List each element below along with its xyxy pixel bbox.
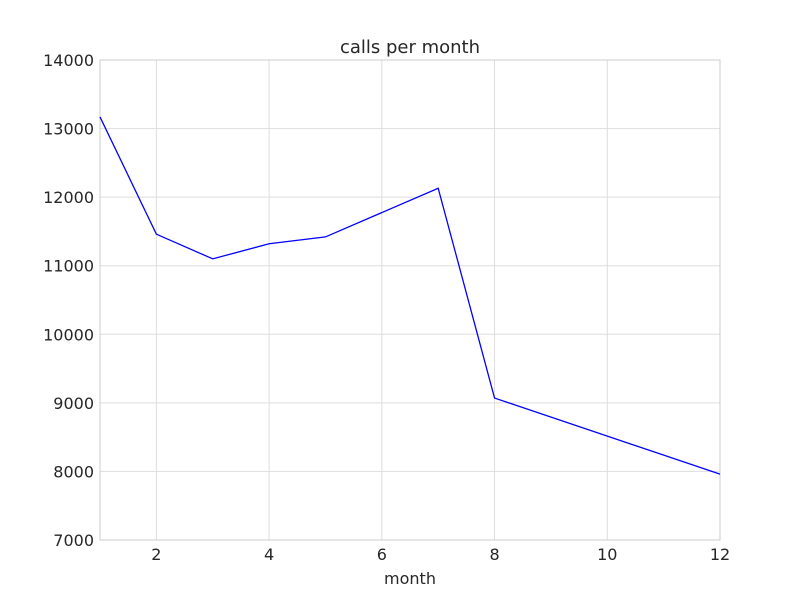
y-tick-label: 13000 bbox=[43, 120, 94, 139]
x-axis-ticks: 2 4 6 8 10 12 bbox=[151, 545, 730, 564]
x-tick-label: 12 bbox=[710, 545, 730, 564]
y-tick-label: 11000 bbox=[43, 257, 94, 276]
series-layer bbox=[99, 116, 721, 475]
x-tick-label: 2 bbox=[151, 545, 161, 564]
y-tick-label: 7000 bbox=[53, 531, 94, 550]
x-tick-label: 10 bbox=[597, 545, 617, 564]
y-tick-label: 8000 bbox=[53, 462, 94, 481]
y-tick-label: 12000 bbox=[43, 188, 94, 207]
x-tick-label: 4 bbox=[264, 545, 274, 564]
plot-area-frame bbox=[99, 59, 721, 541]
y-tick-label: 10000 bbox=[43, 325, 94, 344]
x-tick-label: 8 bbox=[489, 545, 499, 564]
chart-title: calls per month bbox=[340, 37, 480, 58]
x-tick-label: 6 bbox=[377, 545, 387, 564]
series-line-calls bbox=[99, 116, 721, 475]
y-axis-ticks: 7000 8000 9000 10000 11000 12000 13000 14000 bbox=[43, 51, 94, 550]
grid-layer bbox=[100, 60, 720, 540]
y-tick-label: 14000 bbox=[43, 51, 94, 70]
y-tick-label: 9000 bbox=[53, 394, 94, 413]
x-axis-label: month bbox=[384, 569, 436, 588]
